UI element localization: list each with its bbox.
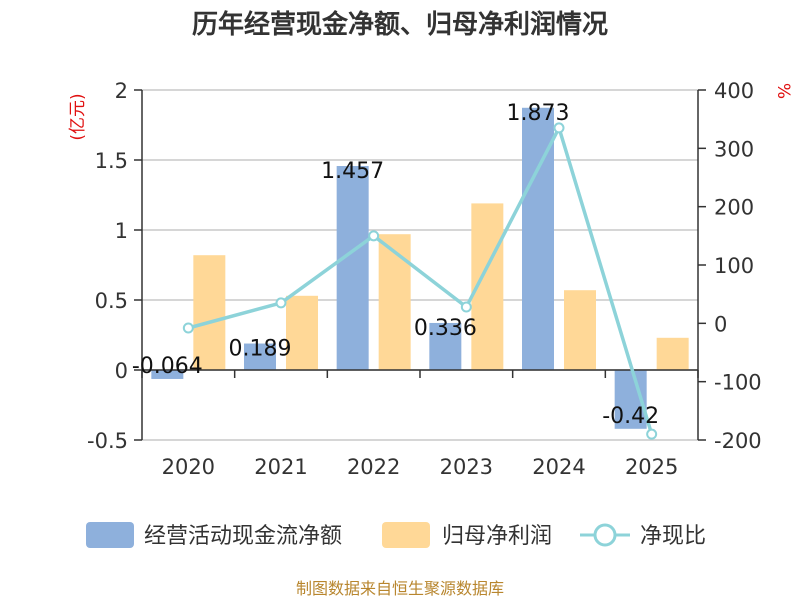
data-labels-layer: -0.064 0.189 1.457 0.336 1.873 -0.42	[132, 101, 659, 429]
right-axis-tick-label: 100	[714, 254, 754, 278]
legend-label-ratio: 净现比	[640, 524, 706, 549]
x-axis-tick-label: 2025	[625, 455, 678, 479]
cashflow-bar	[429, 322, 462, 370]
x-axis-tick-label: 2020	[162, 455, 215, 479]
x-axis-tick-label: 2023	[440, 455, 493, 479]
right-axis-tick-label: -200	[714, 429, 762, 453]
netprofit-bar	[656, 337, 689, 370]
right-axis-tick-label: 200	[714, 196, 754, 220]
ratio-point	[182, 322, 194, 334]
ratio-line	[187, 126, 654, 435]
axes: -0.5 0 0.5 1 1.5 2 -200 -100 0 100 200 300 400 2020 20…	[87, 79, 762, 479]
x-axis-tick-label: 2024	[532, 455, 585, 479]
left-axis-tick-label: 0	[115, 359, 128, 383]
legend: 经营活动现金流净额 归母净利润 净现比	[86, 522, 706, 549]
left-axis-tick-label: 1	[115, 219, 128, 243]
cashflow-data-label: 0.336	[414, 316, 477, 341]
cashflow-data-label: 0.189	[229, 337, 292, 362]
ratio-point	[275, 297, 287, 309]
right-axis-tick-label: 400	[714, 79, 754, 103]
cashflow-data-label: -0.42	[602, 404, 659, 429]
netprofit-bar	[193, 255, 226, 370]
legend-swatch-cashflow	[86, 522, 134, 548]
cashflow-data-label: 1.873	[507, 101, 570, 126]
gridlines	[142, 89, 698, 441]
netprofit-bar	[564, 290, 596, 370]
x-axis-tick-label: 2022	[347, 455, 400, 479]
right-axis-tick-label: 300	[714, 137, 754, 161]
ratio-point	[460, 301, 472, 313]
left-axis-unit: (亿元)	[68, 93, 88, 140]
ratio-line-layer	[182, 122, 658, 440]
right-axis-unit: %	[773, 83, 793, 99]
left-axis-tick-label: 1.5	[95, 149, 128, 173]
legend-swatch-netprofit	[382, 522, 430, 548]
cashflow-bar	[244, 343, 276, 370]
right-axis-tick-label: 0	[714, 312, 727, 336]
legend-swatch-ratio-marker	[593, 523, 617, 547]
chart-title: 历年经营现金净额、归母净利润情况	[192, 9, 608, 40]
netprofit-bar	[378, 234, 411, 370]
cashflow-bar	[151, 370, 184, 379]
cashflow-data-label: 1.457	[321, 159, 384, 184]
legend-label-cashflow: 经营活动现金流净额	[144, 524, 342, 549]
x-axis-tick-label: 2021	[254, 455, 307, 479]
ratio-point	[553, 122, 565, 134]
legend-label-netprofit: 归母净利润	[442, 524, 552, 549]
right-axis-tick-label: -100	[714, 371, 762, 395]
cashflow-data-label: -0.064	[132, 354, 203, 379]
cashflow-bar	[336, 166, 369, 370]
left-axis-tick-label: -0.5	[87, 429, 128, 453]
left-axis-tick-label: 2	[115, 79, 128, 103]
ratio-point	[646, 428, 658, 440]
netprofit-bar	[286, 295, 318, 370]
ratio-point	[368, 230, 380, 242]
left-axis-tick-label: 0.5	[95, 289, 128, 313]
bars-layer	[151, 107, 689, 429]
source-note: 制图数据来自恒生聚源数据库	[296, 579, 504, 598]
